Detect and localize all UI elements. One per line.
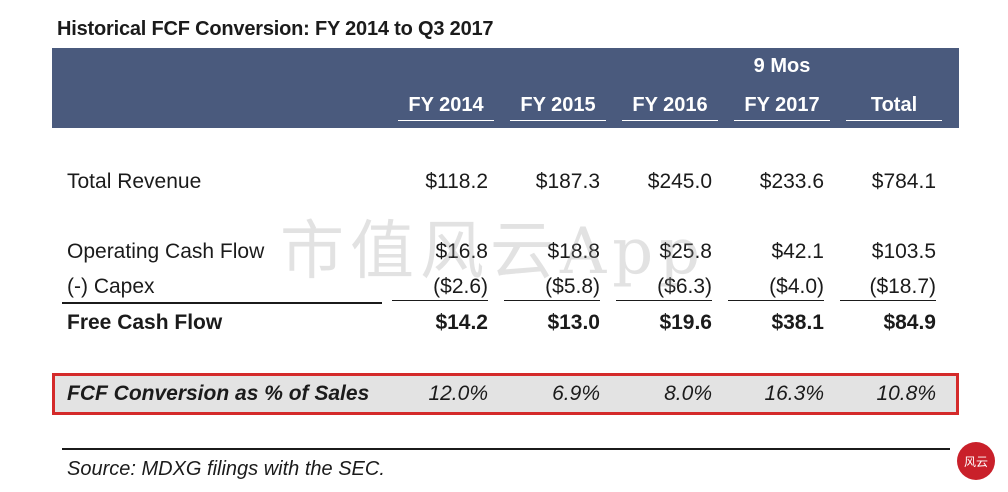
cell-revenue-fy2017: $233.6	[759, 170, 824, 193]
cell-conv-fy2014: 12.0%	[428, 382, 488, 405]
col-header-fy2017: FY 2017	[734, 94, 830, 121]
cell-revenue-fy2014: $118.2	[425, 170, 488, 193]
cell-capex-fy2016: ($6.3)	[616, 275, 712, 301]
row-label-total-revenue: Total Revenue	[67, 170, 202, 193]
cell-fcf-total: $84.9	[883, 311, 936, 334]
cell-ocf-fy2017: $42.1	[771, 240, 824, 263]
row-label-capex: (-) Capex	[67, 275, 155, 298]
cell-conv-fy2017: 16.3%	[764, 382, 824, 405]
seal-logo-icon: 风云	[957, 442, 995, 480]
cell-ocf-fy2015: $18.8	[547, 240, 600, 263]
cell-revenue-total: $784.1	[871, 170, 936, 193]
cell-conv-total: 10.8%	[876, 382, 936, 405]
row-label-free-cash-flow: Free Cash Flow	[67, 311, 223, 334]
row-label-operating-cash-flow: Operating Cash Flow	[67, 240, 265, 263]
row-label-fcf-conversion: FCF Conversion as % of Sales	[67, 382, 370, 405]
cell-revenue-fy2015: $187.3	[535, 170, 600, 193]
cell-capex-fy2015: ($5.8)	[504, 275, 600, 301]
footer-rule	[62, 448, 950, 450]
header-band	[52, 48, 959, 128]
header-super-label: 9 Mos	[753, 55, 811, 77]
table-title: Historical FCF Conversion: FY 2014 to Q3…	[57, 18, 494, 40]
col-header-fy2015: FY 2015	[510, 94, 606, 121]
capex-label-underline	[62, 302, 382, 304]
col-header-total: Total	[846, 94, 942, 121]
cell-conv-fy2016: 8.0%	[664, 382, 712, 405]
col-header-fy2014: FY 2014	[398, 94, 494, 121]
cell-revenue-fy2016: $245.0	[647, 170, 712, 193]
cell-fcf-fy2016: $19.6	[659, 311, 712, 334]
cell-ocf-fy2016: $25.8	[659, 240, 712, 263]
cell-fcf-fy2015: $13.0	[547, 311, 600, 334]
source-note: Source: MDXG filings with the SEC.	[67, 458, 385, 480]
col-header-fy2016: FY 2016	[622, 94, 718, 121]
cell-fcf-fy2017: $38.1	[771, 311, 824, 334]
fcf-conversion-highlight-box	[52, 373, 959, 415]
cell-capex-fy2017: ($4.0)	[728, 275, 824, 301]
cell-conv-fy2015: 6.9%	[552, 382, 600, 405]
cell-ocf-fy2014: $16.8	[435, 240, 488, 263]
cell-capex-total: ($18.7)	[840, 275, 936, 301]
cell-fcf-fy2014: $14.2	[435, 311, 488, 334]
cell-capex-fy2014: ($2.6)	[392, 275, 488, 301]
cell-ocf-total: $103.5	[871, 240, 936, 263]
